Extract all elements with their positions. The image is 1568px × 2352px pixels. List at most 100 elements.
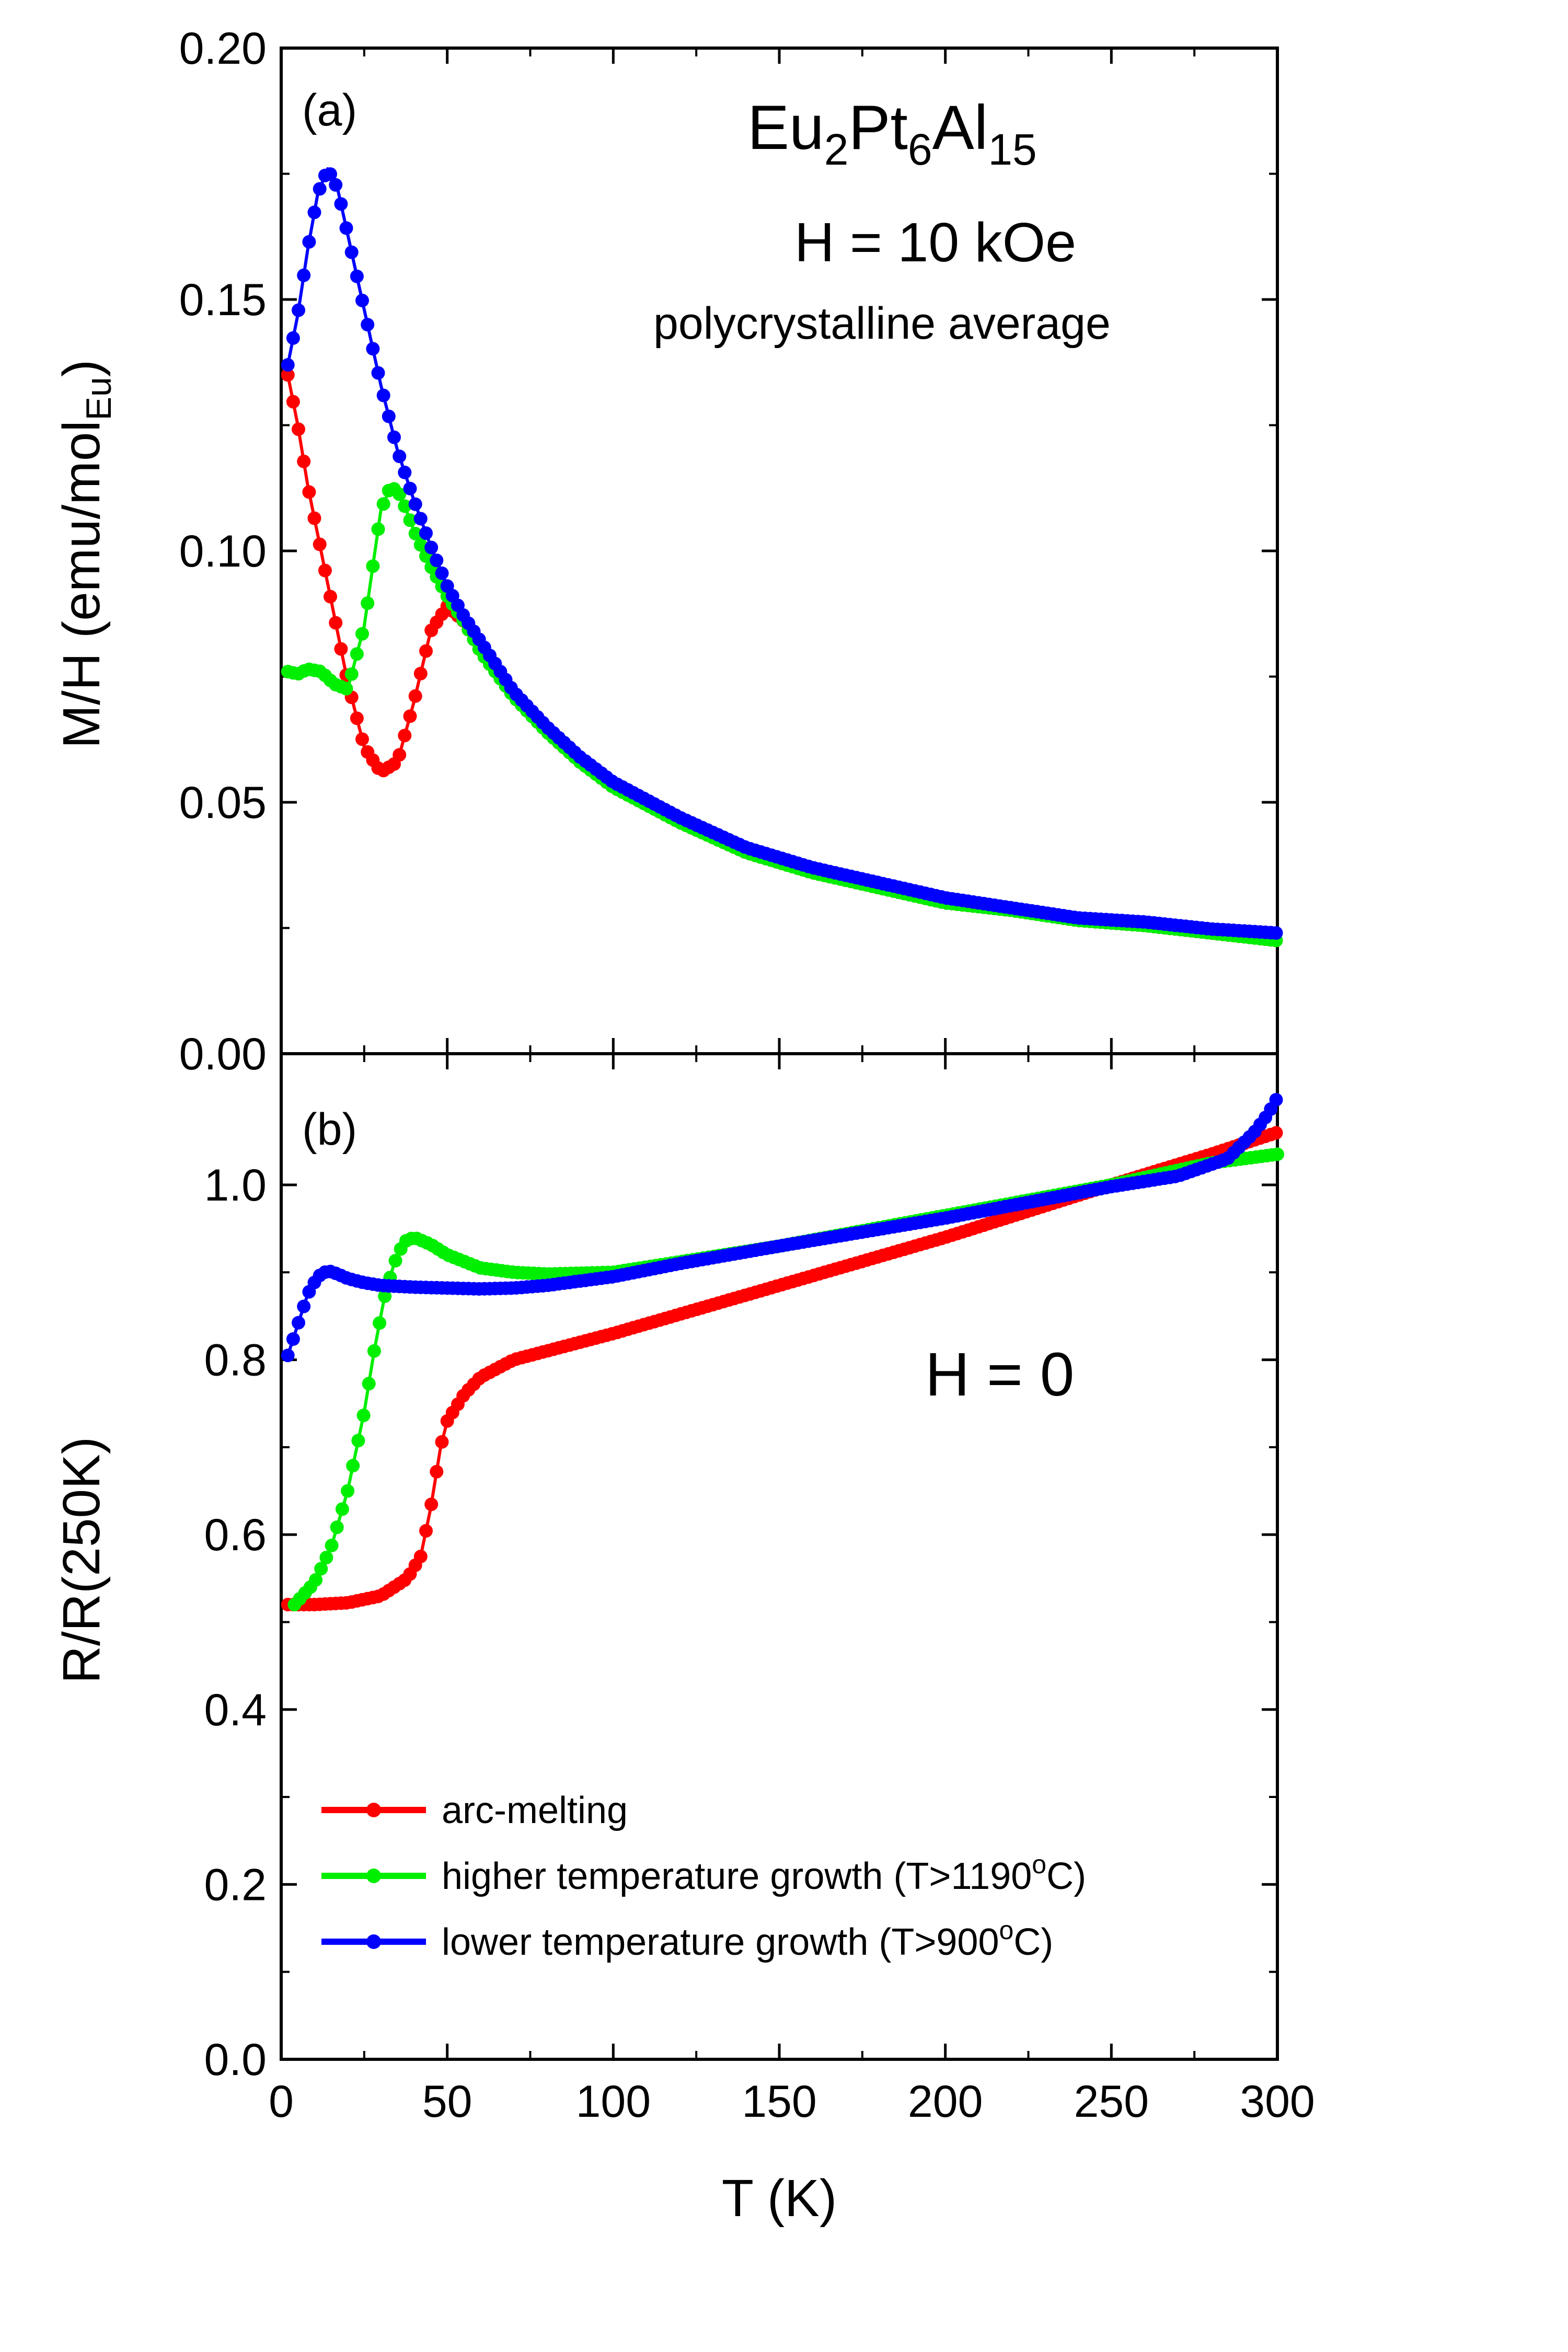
series-point-a-2-25 (413, 512, 428, 526)
series-point-b-1-16 (373, 1316, 387, 1330)
series-point-b-2-3 (297, 1299, 311, 1313)
series-point-b-1-10 (341, 1484, 355, 1498)
y-tick-label-b-1: 0.2 (204, 1860, 267, 1910)
series-point-a-1-16 (366, 559, 380, 573)
series-point-b-1-17 (378, 1289, 392, 1303)
series-b-2 (281, 1093, 1283, 1363)
series-point-a-2-2 (292, 303, 305, 317)
series-point-b-2-1 (286, 1332, 300, 1346)
series-point-a-0-5 (307, 511, 321, 525)
series-point-b-1-9 (335, 1502, 349, 1516)
legend-label-1: higher temperature growth (T>1190oC) (442, 1850, 1086, 1897)
series-point-b-2-0 (281, 1348, 295, 1363)
series-point-a-1-25 (413, 538, 428, 552)
x-tick-label-5: 250 (1074, 2077, 1149, 2127)
panel-b-series (281, 1093, 1284, 1611)
x-tick-label-6: 300 (1240, 2077, 1315, 2127)
series-point-b-1-8 (330, 1520, 344, 1535)
series-point-a-1-15 (361, 596, 375, 610)
series-point-a-1-22 (398, 499, 412, 513)
series-point-a-0-26 (419, 644, 433, 658)
series-point-a-0-2 (292, 422, 305, 436)
panel-a-label: (a) (302, 85, 357, 135)
field-label-b: H = 0 (925, 1340, 1074, 1409)
series-point-a-2-16 (366, 342, 380, 356)
series-point-a-2-14 (355, 293, 369, 307)
legend-label-2: lower temperature growth (T>900oC) (442, 1916, 1053, 1963)
series-point-a-1-14 (355, 627, 369, 641)
series-point-a-0-23 (403, 709, 417, 723)
series-point-b-1-185 (1271, 1147, 1284, 1161)
series-point-a-1-12 (344, 667, 359, 681)
y-tick-label-b-5: 1.0 (204, 1160, 267, 1210)
series-point-a-0-14 (355, 732, 369, 746)
y-tick-label-b-0: 0.0 (204, 2035, 267, 2085)
series-point-a-2-23 (403, 481, 417, 495)
series-point-a-2-13 (350, 269, 364, 283)
series-point-b-0-27 (424, 1497, 439, 1512)
series-point-a-1-11 (339, 682, 353, 696)
legend-marker-0 (366, 1803, 381, 1817)
y-tick-label-a-0: 0.00 (179, 1029, 267, 1079)
series-point-a-2-24 (408, 497, 422, 511)
series-point-a-2-22 (398, 465, 412, 479)
series-point-b-0-25 (413, 1550, 428, 1563)
x-tick-label-4: 200 (908, 2077, 983, 2127)
series-point-a-1-18 (376, 497, 390, 511)
series-point-b-1-12 (351, 1434, 365, 1448)
series-point-a-2-28 (430, 554, 444, 568)
series-point-a-2-1 (286, 331, 300, 345)
series-line-b-0 (287, 1131, 1278, 1606)
x-axis-title: T (K) (722, 2169, 837, 2228)
legend-item-higher-temperature: higher temperature growth (T>1190oC) (321, 1850, 1086, 1897)
y-tick-label-a-3: 0.15 (179, 275, 267, 325)
series-point-a-2-26 (419, 526, 433, 540)
y-axis-title-b: R/R(250K) (52, 1437, 111, 1684)
series-point-a-2-186 (1269, 926, 1283, 940)
series-b-1 (287, 1147, 1284, 1611)
series-line-b-1 (293, 1152, 1278, 1606)
series-point-a-2-8 (324, 167, 337, 181)
series-point-a-1-13 (350, 647, 364, 661)
legend-item-arc-melting: arc-melting (321, 1790, 628, 1831)
series-b-0 (281, 1126, 1283, 1611)
series-point-a-2-29 (435, 566, 449, 580)
series-point-b-2-2 (292, 1316, 305, 1330)
series-a-2 (281, 167, 1283, 940)
series-point-a-0-1 (286, 395, 300, 409)
legend: arc-melting higher temperature growth (T… (321, 1790, 1086, 1963)
panel-b-frame (280, 1052, 1279, 2061)
panel-a-series (281, 167, 1283, 948)
series-point-a-0-10 (334, 642, 348, 656)
legend-marker-2 (366, 1934, 381, 1949)
series-point-a-2-21 (393, 449, 407, 464)
y-tick-label-a-2: 0.10 (179, 526, 267, 577)
series-point-a-0-7 (318, 563, 332, 578)
series-point-a-2-11 (339, 221, 353, 235)
series-point-a-0-8 (324, 590, 337, 604)
x-tick-label-1: 50 (422, 2077, 472, 2127)
series-point-b-0-28 (430, 1465, 444, 1479)
series-point-a-0-25 (413, 666, 428, 681)
x-tick-label-3: 150 (742, 2077, 817, 2127)
series-point-a-2-27 (424, 540, 439, 555)
series-point-b-1-19 (388, 1254, 402, 1267)
series-point-b-0-186 (1269, 1126, 1283, 1140)
series-point-a-2-3 (297, 268, 311, 282)
series-point-b-2-186 (1269, 1093, 1283, 1107)
y-axis-title-a: M/H (emu/molEu) (52, 360, 119, 748)
y-tick-label-b-3: 0.6 (204, 1510, 267, 1560)
series-point-a-1-23 (403, 513, 417, 527)
series-point-b-1-11 (346, 1459, 360, 1473)
compound-formula: Eu2Pt6Al15 (747, 93, 1037, 174)
series-point-a-0-13 (350, 711, 364, 725)
series-point-b-1-14 (362, 1377, 376, 1391)
series-point-a-0-9 (329, 616, 343, 630)
series-point-b-0-29 (435, 1435, 449, 1449)
series-point-a-0-24 (408, 689, 422, 703)
x-tick-label-2: 100 (576, 2077, 651, 2127)
series-point-b-1-13 (356, 1409, 371, 1422)
series-point-b-1-7 (325, 1538, 339, 1552)
panel-a-ticks: 0.00 0.05 0.10 0.15 0.20 (179, 24, 1279, 1079)
